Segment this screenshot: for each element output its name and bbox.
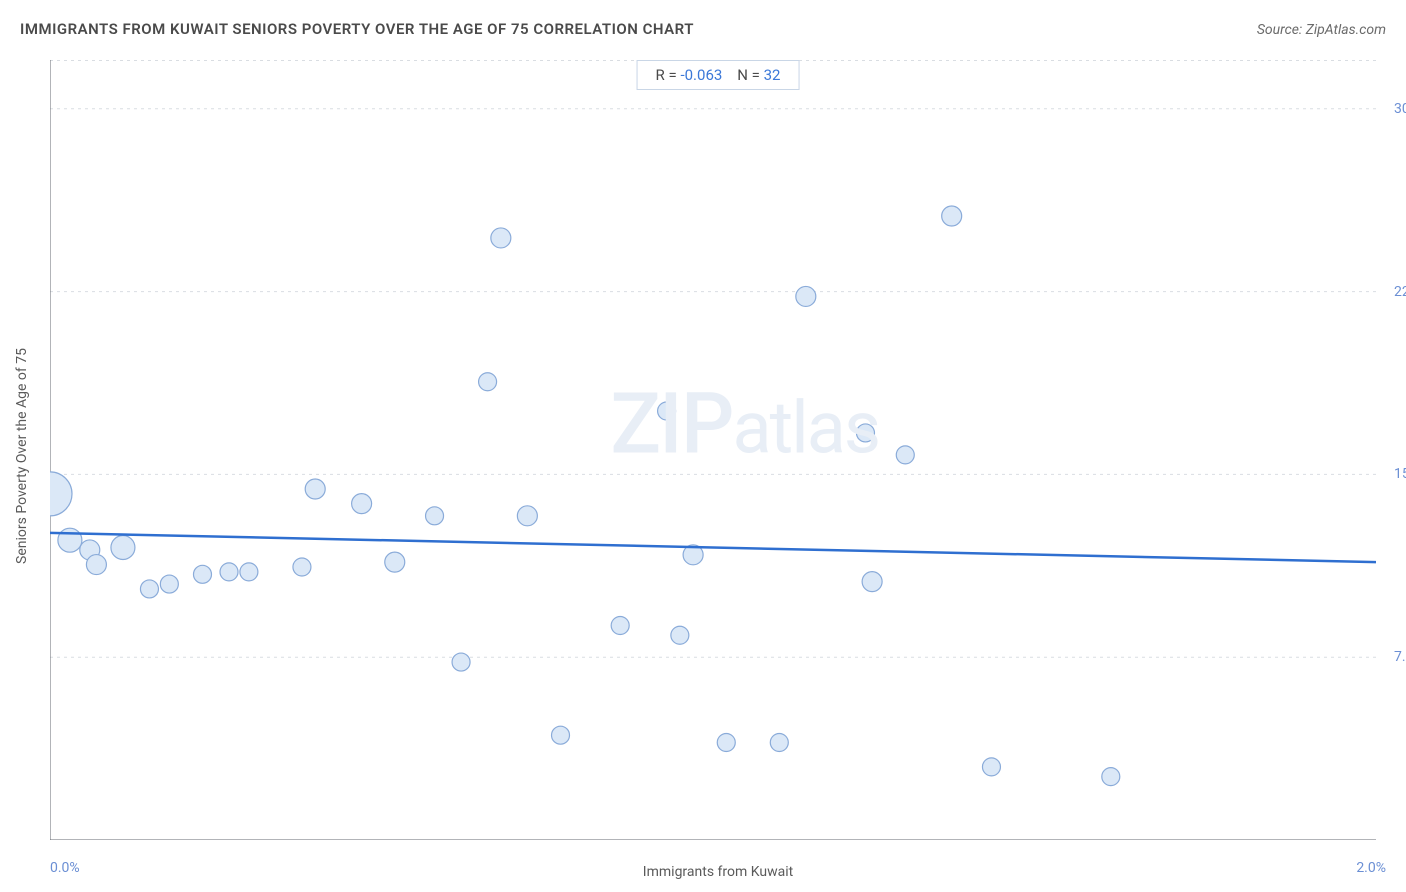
data-point (717, 734, 735, 752)
r-value: -0.063 (680, 66, 722, 84)
regression-line (50, 533, 1376, 562)
data-point (862, 572, 882, 592)
data-point (856, 424, 874, 442)
source-name: ZipAtlas.com (1306, 22, 1386, 38)
data-point (305, 479, 325, 499)
r-label: R = (656, 66, 681, 84)
data-point (896, 446, 914, 464)
data-point (220, 563, 238, 581)
data-point (982, 758, 1000, 776)
data-point (770, 734, 788, 752)
data-point (491, 228, 511, 248)
n-label: N = (737, 66, 763, 84)
scatter-svg (50, 60, 1376, 840)
points-group (50, 206, 1120, 786)
data-point (160, 575, 178, 593)
data-point (796, 286, 816, 306)
x-tick-max: 2.0% (1356, 860, 1386, 876)
plot-area: Seniors Poverty Over the Age of 75 Immig… (50, 60, 1386, 852)
y-tick-label: 22.5% (1394, 284, 1406, 300)
y-tick-label: 30.0% (1394, 101, 1406, 117)
data-point (611, 617, 629, 635)
source-text: Source: ZipAtlas.com (1257, 22, 1386, 38)
data-point (552, 726, 570, 744)
data-point (1102, 768, 1120, 786)
header-row: IMMIGRANTS FROM KUWAIT SENIORS POVERTY O… (20, 20, 1386, 38)
n-value: 32 (764, 66, 781, 84)
data-point (86, 555, 106, 575)
data-point (58, 528, 82, 552)
data-point (293, 558, 311, 576)
data-point (385, 552, 405, 572)
data-point (452, 653, 470, 671)
data-point (240, 563, 258, 581)
source-prefix: Source: (1257, 22, 1306, 38)
data-point (426, 507, 444, 525)
data-point (140, 580, 158, 598)
data-point (193, 565, 211, 583)
data-point (352, 494, 372, 514)
data-point (50, 472, 72, 516)
x-axis-title: Immigrants from Kuwait (643, 864, 793, 880)
data-point (658, 402, 676, 420)
data-point (942, 206, 962, 226)
data-point (517, 506, 537, 526)
chart-title: IMMIGRANTS FROM KUWAIT SENIORS POVERTY O… (20, 20, 694, 38)
stats-box: R = -0.063 N = 32 (637, 60, 800, 90)
x-tick-min: 0.0% (50, 860, 80, 876)
y-axis-title: Seniors Poverty Over the Age of 75 (14, 348, 30, 564)
data-point (111, 536, 135, 560)
data-point (671, 626, 689, 644)
y-tick-label: 7.5% (1394, 649, 1406, 665)
y-tick-label: 15.0% (1394, 466, 1406, 482)
data-point (479, 373, 497, 391)
